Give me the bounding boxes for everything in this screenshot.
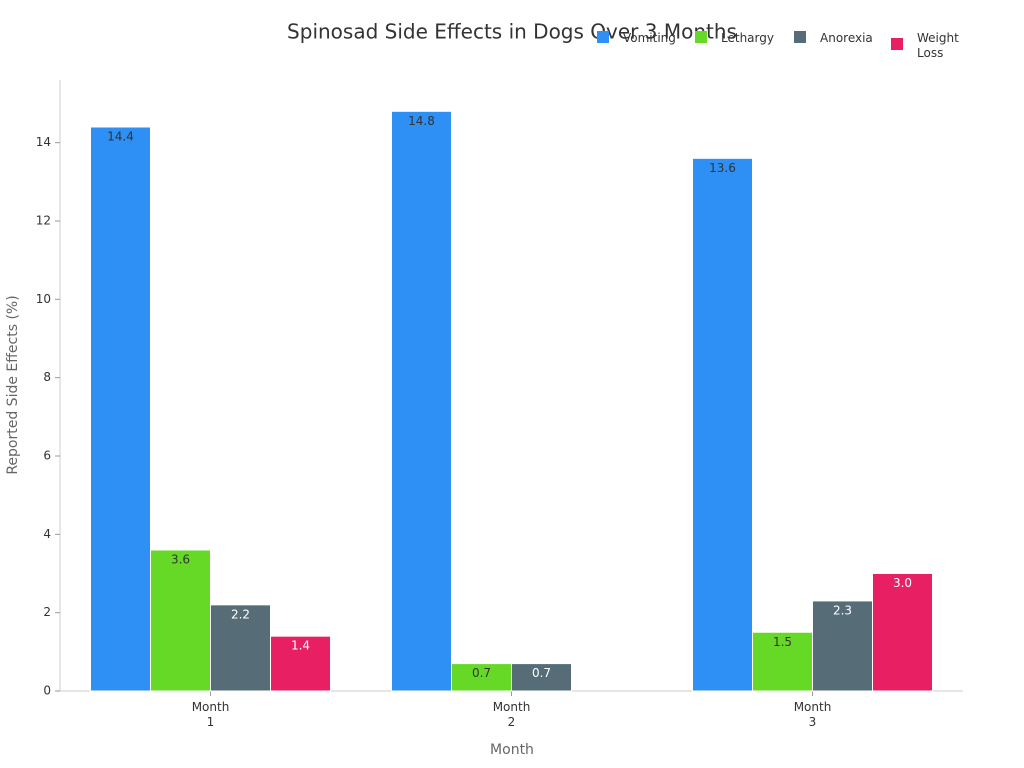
- data-label: 0.7: [472, 666, 491, 680]
- y-tick-label: 12: [36, 214, 51, 228]
- y-tick-label: 2: [43, 605, 51, 619]
- bar: [752, 631, 813, 692]
- data-label: 0.7: [532, 666, 551, 680]
- bar: [150, 549, 211, 692]
- bar: [692, 157, 753, 692]
- y-axis-label: Reported Side Effects (%): [5, 295, 21, 474]
- bar: [812, 600, 873, 692]
- legend-swatch: [695, 31, 707, 43]
- data-label: 14.8: [408, 114, 435, 128]
- data-label: 1.4: [291, 639, 310, 653]
- bar: [391, 110, 452, 692]
- y-tick-label: 14: [36, 135, 51, 149]
- data-label: 13.6: [709, 161, 736, 175]
- legend-label: Vomiting: [623, 31, 676, 45]
- y-tick-label: 4: [43, 527, 51, 541]
- data-label: 14.4: [107, 130, 134, 144]
- x-tick-label: Month 2: [493, 700, 531, 729]
- y-tick-label: 0: [43, 684, 51, 698]
- legend-label: Anorexia: [820, 31, 873, 45]
- x-tick-label: Month 1: [192, 700, 230, 729]
- x-tick-label: Month 3: [794, 700, 832, 729]
- y-tick-label: 6: [43, 449, 51, 463]
- data-label: 1.5: [773, 635, 792, 649]
- y-tick-label: 8: [43, 370, 51, 384]
- data-label: 2.2: [231, 607, 250, 621]
- y-tick-label: 10: [36, 292, 51, 306]
- legend-swatch: [891, 38, 903, 50]
- legend-swatch: [794, 31, 806, 43]
- legend-label: Lethargy: [721, 31, 774, 45]
- bar: [90, 126, 151, 692]
- data-label: 2.3: [833, 603, 852, 617]
- data-label: 3.6: [171, 553, 190, 567]
- legend-label: Weight Loss: [917, 31, 959, 60]
- x-axis-label: Month: [490, 742, 534, 758]
- chart-title: Spinosad Side Effects in Dogs Over 3 Mon…: [287, 20, 737, 44]
- bar: [872, 573, 933, 692]
- data-label: 3.0: [893, 576, 912, 590]
- legend-swatch: [597, 31, 609, 43]
- bar: [511, 663, 572, 692]
- bar: [270, 635, 331, 692]
- bar: [451, 663, 512, 692]
